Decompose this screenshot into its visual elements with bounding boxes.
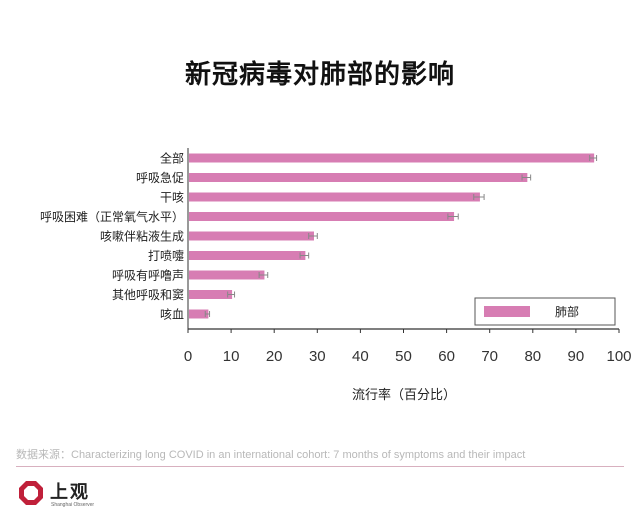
chart-title: 新冠病毒对肺部的影响: [184, 60, 455, 90]
x-tick-label: 90: [568, 348, 585, 365]
category-label: 全部: [160, 151, 184, 166]
category-label: 呼吸困难（正常氧气水平）: [40, 209, 184, 224]
x-tick-label: 70: [481, 348, 498, 365]
x-tick-label: 80: [524, 348, 541, 365]
octagon-logo-icon: [19, 481, 43, 505]
bar: [189, 290, 233, 299]
bar: [189, 173, 528, 182]
legend-label: 肺部: [555, 304, 579, 319]
x-tick-label: 50: [395, 348, 412, 365]
legend-swatch: [484, 306, 530, 317]
bar: [189, 251, 306, 260]
bar: [189, 192, 480, 202]
bar: [189, 270, 265, 280]
x-tick-label: 60: [438, 348, 455, 365]
bar: [189, 231, 314, 241]
category-label: 呼吸急促: [136, 170, 184, 185]
logo-subtitle: Shanghai Observer: [51, 502, 95, 508]
logo-name: 上观: [50, 482, 90, 503]
x-tick-label: 100: [606, 348, 631, 365]
x-tick-label: 10: [223, 348, 240, 365]
divider: [16, 466, 624, 467]
x-tick-label: 30: [309, 348, 326, 365]
bar-chart: 0 10 20 30 40 50 60 70 80 90 100 流行率（百分比） 全部呼吸急促干咳呼吸…: [40, 148, 632, 403]
bar: [189, 153, 595, 163]
category-label: 其他呼吸和窦: [112, 288, 184, 302]
category-label: 呼吸有呼噜声: [112, 268, 184, 283]
category-label: 打喷嚏: [148, 249, 184, 263]
x-tick-label: 40: [352, 348, 369, 365]
category-label: 干咳: [160, 191, 184, 205]
category-label: 咳嗽伴粘液生成: [100, 229, 184, 244]
x-tick-label: 0: [184, 348, 192, 365]
brand-logo: 上观 Shanghai Observer: [18, 478, 138, 512]
x-tick-label: 20: [266, 348, 283, 365]
bar: [189, 212, 455, 221]
source-note: 数据来源：Characterizing long COVID in an int…: [16, 449, 526, 461]
x-axis-title: 流行率（百分比）: [352, 387, 456, 403]
category-label: 咳血: [160, 308, 184, 322]
bar: [189, 309, 209, 319]
